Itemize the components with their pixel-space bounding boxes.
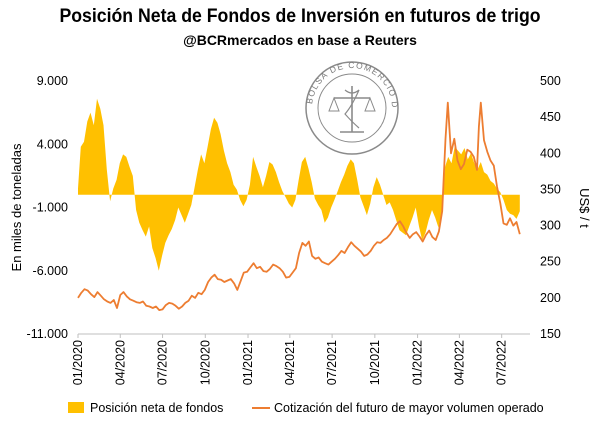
y-right-axis-title: US$ / t — [577, 188, 592, 228]
y-left-tick-label: 4.000 — [37, 137, 68, 151]
x-tick-label: 07/2022 — [495, 340, 509, 385]
x-tick-label: 07/2020 — [156, 340, 170, 385]
y-left-tick-label: -6.000 — [33, 264, 68, 278]
y-right-tick-label: 500 — [540, 74, 561, 88]
y-right-tick-label: 450 — [540, 110, 561, 124]
chart-title: Posición Neta de Fondos de Inversión en … — [59, 6, 541, 27]
axes: -11.000 -6.000 -1.000 4.000 9.000 150 200 250 30… — [9, 74, 592, 385]
y-right-tick-label: 300 — [540, 219, 561, 233]
x-tick-label: 01/2020 — [71, 340, 85, 385]
x-tick-label: 04/2020 — [113, 340, 127, 385]
area-net-position — [78, 98, 520, 271]
x-tick-label: 10/2020 — [198, 340, 212, 385]
y-left-tick-label: -11.000 — [27, 327, 69, 341]
x-tick-label: 01/2022 — [411, 340, 425, 385]
y-right-tick-label: 350 — [540, 182, 561, 196]
y-right-tick-label: 200 — [540, 291, 561, 305]
legend-label-line: Cotización del futuro de mayor volumen o… — [274, 401, 544, 415]
y-right-tick-label: 150 — [540, 327, 561, 341]
svg-text:BOLSA DE COMERCIO DE ROSARIO: BOLSA DE COMERCIO DE ROSARIO — [0, 0, 400, 109]
logo-text: BOLSA DE COMERCIO DE ROSARIO — [0, 0, 399, 109]
y-left-tick-label: -1.000 — [33, 201, 68, 215]
y-right-tick-label: 400 — [540, 146, 561, 160]
x-tick-label: 01/2021 — [241, 340, 255, 385]
x-tick-label: 04/2021 — [283, 340, 297, 385]
y-left-tick-label: 9.000 — [37, 74, 68, 88]
legend-label-area: Posición neta de fondos — [90, 401, 223, 415]
y-left-axis-title: En miles de toneladas — [9, 143, 24, 271]
x-tick-label: 04/2022 — [452, 340, 466, 385]
line-futures-price — [77, 101, 521, 312]
y-right-tick-label: 250 — [540, 255, 561, 269]
legend-swatch-area — [68, 402, 84, 413]
chart-subtitle: @BCRmercados en base a Reuters — [183, 32, 417, 48]
legend: Posición neta de fondos Cotización del fu… — [68, 401, 544, 415]
x-tick-label: 07/2021 — [325, 340, 339, 385]
line-series — [77, 101, 521, 312]
x-tick-label: 10/2021 — [368, 340, 382, 385]
area-series — [78, 98, 520, 271]
